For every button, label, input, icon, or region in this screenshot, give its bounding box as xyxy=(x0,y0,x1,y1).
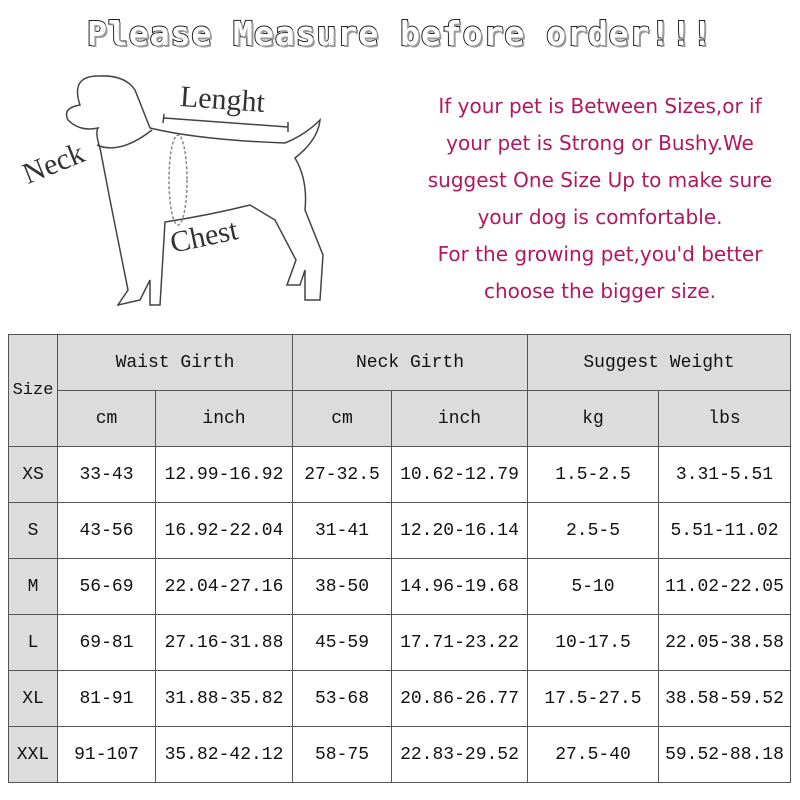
value-cell: 14.96-19.68 xyxy=(391,558,528,615)
value-cell: 31.88-35.82 xyxy=(155,670,293,727)
value-cell: 12.20-16.14 xyxy=(391,502,528,559)
dog-measurement-diagram: Lenght Neck Chest xyxy=(0,65,400,325)
size-cell: XXL xyxy=(8,726,58,783)
value-cell: 10.62-12.79 xyxy=(391,446,528,503)
unit-header: cm xyxy=(292,390,392,447)
value-cell: 38.58-59.52 xyxy=(658,670,791,727)
value-cell: 17.71-23.22 xyxy=(391,614,528,671)
value-cell: 58-75 xyxy=(292,726,392,783)
value-cell: 1.5-2.5 xyxy=(527,446,659,503)
table-row: L 69-81 27.16-31.88 45-59 17.71-23.22 10-17.5… xyxy=(8,614,791,671)
value-cell: 59.52-88.18 xyxy=(658,726,791,783)
value-cell: 11.02-22.05 xyxy=(658,558,791,615)
value-cell: 5-10 xyxy=(527,558,659,615)
value-cell: 22.05-38.58 xyxy=(658,614,791,671)
value-cell: 53-68 xyxy=(292,670,392,727)
value-cell: 69-81 xyxy=(57,614,156,671)
table-row: M 56-69 22.04-27.16 38-50 14.96-19.68 5-10 11.… xyxy=(8,558,791,615)
group-header-waist: Waist Girth xyxy=(57,334,293,391)
sizing-advice: If your pet is Between Sizes,or if your … xyxy=(405,88,795,310)
value-cell: 81-91 xyxy=(57,670,156,727)
table-row: XS 33-43 12.99-16.92 27-32.5 10.62-12.79 1.5-… xyxy=(8,446,791,503)
size-header: Size xyxy=(8,334,58,447)
value-cell: 20.86-26.77 xyxy=(391,670,528,727)
size-cell: L xyxy=(8,614,58,671)
advice-line: suggest One Size Up to make sure xyxy=(427,168,773,192)
advice-line: your pet is Strong or Bushy.We xyxy=(446,131,754,155)
value-cell: 3.31-5.51 xyxy=(658,446,791,503)
dog-outline-icon xyxy=(65,75,324,307)
advice-line: choose the bigger size. xyxy=(483,279,717,303)
value-cell: 33-43 xyxy=(57,446,156,503)
value-cell: 45-59 xyxy=(292,614,392,671)
size-cell: S xyxy=(8,502,58,559)
value-cell: 16.92-22.04 xyxy=(155,502,293,559)
value-cell: 27.5-40 xyxy=(527,726,659,783)
value-cell: 43-56 xyxy=(57,502,156,559)
value-cell: 91-107 xyxy=(57,726,156,783)
value-cell: 31-41 xyxy=(292,502,392,559)
unit-header: kg xyxy=(527,390,659,447)
unit-header: inch xyxy=(155,390,293,447)
value-cell: 35.82-42.12 xyxy=(155,726,293,783)
table-header-row: Size Waist Girth Neck Girth Suggest Weig… xyxy=(8,334,791,447)
size-chart-table: Size Waist Girth Neck Girth Suggest Weig… xyxy=(8,334,791,783)
value-cell: 17.5-27.5 xyxy=(527,670,659,727)
table-row: XL 81-91 31.88-35.82 53-68 20.86-26.77 17.5-2… xyxy=(8,670,791,727)
value-cell: 10-17.5 xyxy=(527,614,659,671)
unit-header: cm xyxy=(57,390,156,447)
table-unit-row: cm inch cm inch kg lbs xyxy=(9,390,791,447)
value-cell: 5.51-11.02 xyxy=(658,502,791,559)
advice-line: your dog is comfortable. xyxy=(477,205,723,229)
group-header-neck: Neck Girth xyxy=(292,334,528,391)
table-row: S 43-56 16.92-22.04 31-41 12.20-16.14 2.5-5 5.… xyxy=(8,502,791,559)
advice-line: If your pet is Between Sizes,or if xyxy=(438,94,762,118)
advice-line: For the growing pet,you'd better xyxy=(437,242,763,266)
page-title: Please Measure before order!!! xyxy=(86,13,714,54)
length-label: Lenght xyxy=(178,80,267,119)
table-row: XXL 91-107 35.82-42.12 58-75 22.83-29.52 27.5… xyxy=(8,726,791,783)
group-header-weight: Suggest Weight xyxy=(527,334,791,391)
value-cell: 38-50 xyxy=(292,558,392,615)
unit-header: inch xyxy=(391,390,528,447)
value-cell: 27.16-31.88 xyxy=(155,614,293,671)
value-cell: 22.04-27.16 xyxy=(155,558,293,615)
size-cell: XS xyxy=(8,446,58,503)
size-cell: XL xyxy=(8,670,58,727)
value-cell: 22.83-29.52 xyxy=(391,726,528,783)
size-cell: M xyxy=(8,558,58,615)
value-cell: 27-32.5 xyxy=(292,446,392,503)
value-cell: 2.5-5 xyxy=(527,502,659,559)
value-cell: 56-69 xyxy=(57,558,156,615)
value-cell: 12.99-16.92 xyxy=(155,446,293,503)
unit-header: lbs xyxy=(658,390,791,447)
